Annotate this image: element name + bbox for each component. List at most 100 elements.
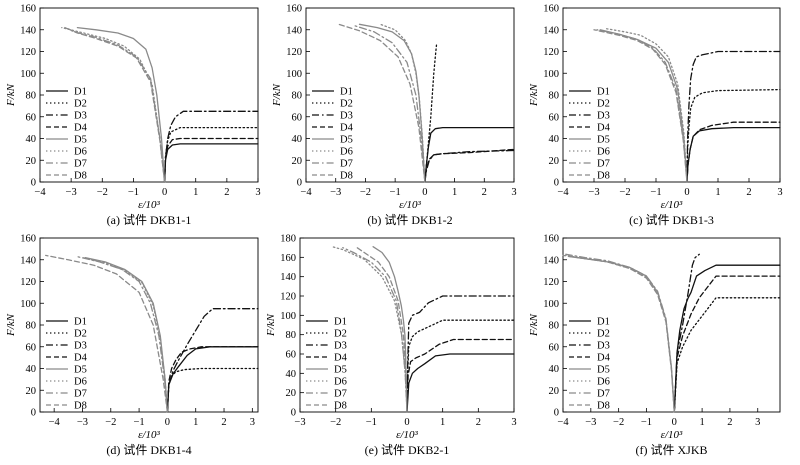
x-tick-label: 2 — [482, 187, 487, 198]
x-tick-label: 0 — [672, 417, 677, 428]
x-tick-label: 3 — [250, 417, 255, 428]
y-tick-label: 40 — [549, 134, 560, 145]
x-tick-label: −4 — [34, 187, 46, 198]
series-line-d3 — [163, 110, 259, 183]
y-tick-label: 60 — [286, 350, 297, 361]
y-tick-label: 100 — [543, 69, 559, 80]
chart-panel-1: −4 −3 −2 −1 0 1 2 3 0 20 40 60 80 100 120 140 160 ε/10³ F/… — [5, 4, 261, 228]
legend-label-d4: D4 — [340, 123, 354, 134]
y-tick-label: 80 — [26, 321, 37, 332]
y-tick-label: 20 — [292, 156, 303, 167]
legend-label-d8: D8 — [74, 171, 87, 182]
legend-label-d5: D5 — [334, 365, 347, 376]
legend-label-d5: D5 — [74, 135, 87, 146]
legend-label-d3: D3 — [74, 341, 87, 352]
y-tick-label: 140 — [543, 255, 559, 266]
x-tick-label: 2 — [221, 417, 226, 428]
x-tick-label: 3 — [777, 187, 782, 198]
y-tick-label: 20 — [26, 386, 37, 397]
series-line-d6 — [379, 23, 426, 183]
chart-caption: (e) 试件 DKB2-1 — [365, 442, 450, 457]
x-tick-label: −4 — [557, 187, 569, 198]
y-tick-label: 160 — [280, 253, 296, 264]
legend-label-d6: D6 — [74, 377, 87, 388]
x-tick-label: −3 — [588, 187, 599, 198]
legend-label-d8: D8 — [597, 401, 610, 412]
x-tick-label: 1 — [452, 187, 457, 198]
plot-frame — [305, 7, 515, 183]
legend-label-d7: D7 — [597, 389, 610, 400]
y-tick-label: 160 — [543, 4, 559, 15]
series-line-d8 — [356, 247, 408, 413]
series-line-d1 — [673, 264, 781, 413]
y-tick-label: 120 — [543, 277, 559, 288]
chart-caption: (a) 试件 DKB1-1 — [107, 212, 192, 227]
series-line-d6 — [565, 254, 675, 413]
series-line-d3 — [686, 50, 781, 183]
series-line-d8 — [45, 254, 169, 413]
chart-panel-2: −4 −3 −2 −1 0 1 2 3 0 20 40 60 80 100 120 140 160 ε/10³ F/… — [271, 4, 517, 228]
y-tick-label: 40 — [26, 364, 37, 375]
series-line-d1 — [163, 143, 259, 183]
x-tick-label: 2 — [476, 417, 481, 428]
series-line-d4 — [163, 137, 259, 183]
x-tick-label: 2 — [224, 187, 229, 198]
legend-label-d3: D3 — [340, 111, 353, 122]
y-tick-label: 140 — [20, 25, 36, 36]
y-tick-label: 160 — [543, 234, 559, 245]
x-tick-label: −4 — [49, 417, 61, 428]
legend-label-d6: D6 — [334, 377, 347, 388]
x-tick-label: 1 — [699, 417, 704, 428]
legend-label-d5: D5 — [74, 365, 87, 376]
chart-caption: (b) 试件 DKB1-2 — [367, 212, 452, 227]
y-tick-label: 80 — [549, 321, 560, 332]
y-tick-label: 100 — [280, 311, 296, 322]
chart-caption: (c) 试件 DKB1-3 — [629, 212, 714, 227]
legend-label-d1: D1 — [597, 317, 610, 328]
y-tick-label: 120 — [20, 277, 36, 288]
legend-label-d2: D2 — [597, 329, 610, 340]
y-tick-label: 160 — [20, 234, 36, 245]
x-tick-label: −2 — [105, 417, 116, 428]
legend-label-d4: D4 — [74, 123, 88, 134]
x-tick-label: 2 — [727, 417, 732, 428]
series-line-d7 — [76, 255, 169, 413]
y-tick-label: 140 — [20, 255, 36, 266]
series-line-d8 — [338, 23, 426, 183]
x-tick-label: 1 — [193, 417, 198, 428]
y-tick-label: 120 — [286, 47, 302, 58]
y-tick-label: 60 — [26, 112, 37, 123]
series-line-d1 — [406, 353, 515, 413]
y-tick-label: 20 — [26, 156, 37, 167]
y-axis-label: F/kN — [271, 83, 283, 107]
y-axis-label: F/kN — [265, 313, 277, 337]
x-tick-label: −3 — [585, 417, 596, 428]
x-axis-label: ε/10³ — [661, 199, 683, 211]
legend-label-d8: D8 — [340, 171, 353, 182]
x-tick-label: 0 — [162, 187, 167, 198]
x-tick-label: −3 — [330, 187, 341, 198]
y-tick-label: 100 — [543, 299, 559, 310]
legend-label-d8: D8 — [74, 401, 87, 412]
y-tick-label: 0 — [31, 178, 36, 189]
y-tick-label: 180 — [280, 234, 296, 245]
y-axis-label: F/kN — [528, 83, 540, 107]
x-tick-label: 3 — [255, 187, 260, 198]
y-tick-label: 60 — [549, 112, 560, 123]
legend-label-d7: D7 — [597, 159, 610, 170]
chart-panel-3: −4 −3 −2 −1 0 1 2 3 0 20 40 60 80 100 120 140 160 ε/10³ F/… — [528, 4, 783, 228]
y-tick-label: 80 — [286, 330, 297, 341]
series-line-d3 — [424, 149, 515, 183]
series-line-d3 — [166, 308, 259, 413]
chart-caption: (f) 试件 XJKB — [636, 442, 708, 457]
legend-label-d3: D3 — [74, 111, 87, 122]
x-tick-label: −1 — [650, 187, 661, 198]
series-line-d8 — [67, 28, 166, 183]
legend-label-d3: D3 — [597, 341, 610, 352]
x-axis-label: ε/10³ — [399, 199, 421, 211]
series-line-d2 — [673, 297, 781, 413]
plot-frame — [39, 237, 259, 413]
y-tick-label: 20 — [549, 156, 560, 167]
